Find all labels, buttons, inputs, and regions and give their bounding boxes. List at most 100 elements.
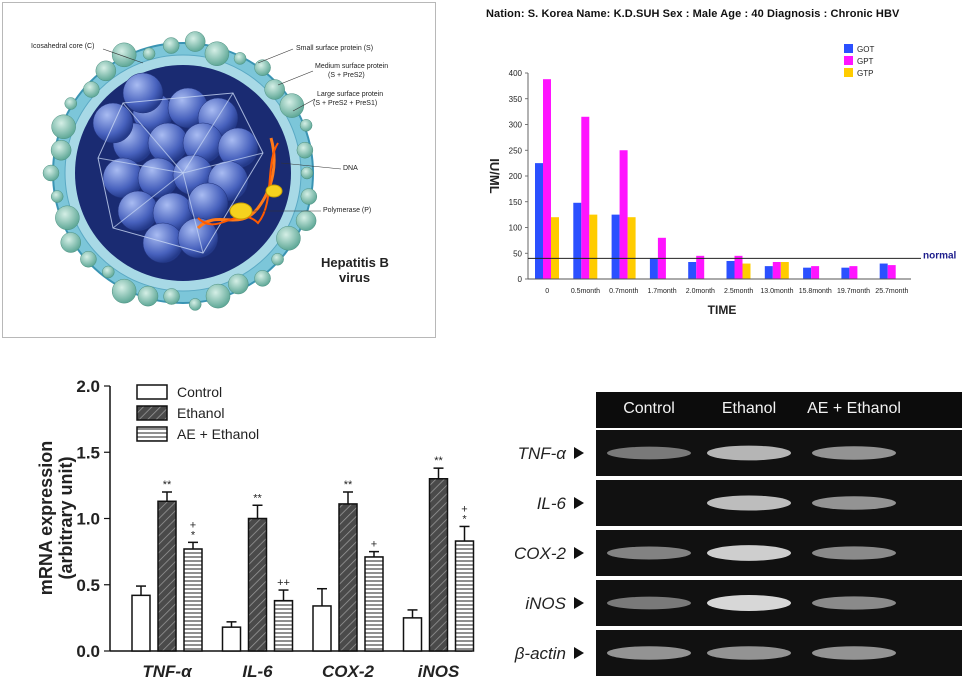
gel-band-2-1 (707, 545, 791, 561)
gel-band-1-2 (812, 496, 896, 510)
gel-band-1-1 (707, 495, 791, 511)
mrna-significance-mark: + (461, 503, 467, 515)
liver-bar-gpt-1 (581, 116, 590, 280)
liver-xtick-label-0: 0 (545, 288, 549, 295)
mrna-significance-mark: ++ (277, 577, 290, 589)
gel-band-3-0 (607, 596, 691, 610)
liver-bar-got-5 (726, 260, 735, 279)
gel-column-label-2: AE + Ethanol (807, 400, 901, 417)
liver-bar-gpt-0 (543, 79, 551, 280)
mrna-significance-mark: ** (163, 479, 172, 491)
liver-bar-gpt-2 (619, 150, 628, 279)
liver-bar-got-3 (649, 258, 658, 279)
liver-xtick-label-6: 13.0month (760, 288, 793, 295)
mrna-legend-label-0: Control (177, 384, 222, 400)
liver-xtick-label-1: 0.5month (571, 288, 600, 295)
mrna-legend-label-2: AE + Ethanol (177, 426, 259, 442)
gel-row-label-4: β-actin (514, 644, 566, 663)
liver-bar-got-8 (841, 267, 850, 279)
mrna-significance-mark: * (462, 513, 467, 525)
patient-info: Nation: S. Korea Name: K.D.SUH Sex : Mal… (486, 8, 900, 20)
liver-legend-swatch-1 (844, 56, 853, 65)
mrna-bar-1-3 (428, 478, 449, 652)
mrna-ytick-label-3: 1.5 (76, 443, 100, 462)
gel-band-0-2 (812, 446, 896, 460)
gel-band-4-2 (812, 646, 896, 660)
liver-legend-label-1: GPT (857, 57, 874, 66)
gel-band-4-1 (707, 646, 791, 660)
mrna-bar-1-2 (338, 503, 358, 652)
liver-legend-label-0: GOT (857, 45, 874, 54)
polymerase-label: Polymerase (P) (323, 207, 372, 214)
dna-label: DNA (343, 165, 358, 172)
gel-band-2-0 (607, 546, 691, 560)
mrna-legend-swatch-0 (136, 384, 168, 400)
liver-xtick-label-9: 25.7month (875, 288, 908, 295)
hbv-virus-illustration (42, 31, 342, 311)
large-protein-label: Large surface protein (317, 91, 384, 98)
liver-bar-got-1 (573, 202, 582, 279)
liver-bar-got-4 (688, 262, 697, 279)
gel-band-3-1 (707, 595, 791, 611)
liver-bar-gpt-9 (887, 265, 896, 279)
gel-row-label-3: iNOS (525, 594, 566, 613)
liver-ytick-label-0: 0 (518, 275, 523, 284)
liver-ytick-label-4: 200 (509, 172, 523, 181)
mrna-bar-2-2 (364, 556, 384, 652)
liver-bar-gtp-0 (551, 217, 559, 279)
liver-ytick-label-3: 150 (509, 198, 523, 207)
mrna-legend-swatch-1 (136, 405, 168, 421)
medium-protein-label: Medium surface protein (315, 63, 389, 70)
liver-legend-swatch-0 (844, 44, 853, 53)
mrna-significance-mark: ** (344, 479, 353, 491)
row-arrow-icon (574, 597, 584, 609)
liver-xtick-label-8: 19.7month (837, 288, 870, 295)
polymerase-blob (229, 202, 253, 220)
liver-bar-gpt-6 (772, 262, 781, 279)
mrna-expression-panel: 0.0 0.5 1.0 1.5 2.0 mRNA expression(arbitrary… (20, 360, 480, 684)
liver-ytick-label-7: 350 (509, 95, 523, 104)
liver-bar-gtp-2 (627, 217, 636, 279)
liver-xlabel: TIME (708, 303, 737, 317)
row-arrow-icon (574, 497, 584, 509)
mrna-significance-mark: + (190, 519, 196, 531)
small-protein-label: Small surface protein (S) (296, 45, 374, 52)
liver-xtick-label-2: 0.7month (609, 288, 638, 295)
gel-row-label-0: TNF-α (518, 444, 568, 463)
mrna-bar-1-0 (157, 500, 177, 652)
gel-electrophoresis-panel: Control Ethanol AE + Ethanol TNF-α IL-6 COX-2… (500, 380, 964, 684)
liver-ytick-label-1: 50 (513, 249, 522, 258)
liver-ytick-label-8: 400 (509, 69, 523, 78)
mrna-bar-0-0 (131, 594, 151, 652)
liver-ytick-label-2: 100 (509, 224, 523, 233)
mrna-ytick-label-1: 0.5 (76, 576, 100, 595)
liver-xtick-label-4: 2.0month (686, 288, 715, 295)
liver-enzyme-panel: Nation: S. Korea Name: K.D.SUH Sex : Mal… (476, 0, 964, 330)
gel-band-4-0 (607, 646, 691, 660)
gel-image: Control Ethanol AE + Ethanol TNF-α IL-6 COX-2… (514, 392, 962, 676)
gel-row-label-1: IL-6 (537, 494, 567, 513)
gel-band-0-0 (607, 446, 691, 460)
gel-band-0-1 (707, 445, 791, 461)
liver-bar-gpt-4 (696, 255, 705, 279)
liver-bar-got-2 (611, 214, 620, 279)
liver-ytick-label-6: 300 (509, 121, 523, 130)
liver-bar-got-0 (535, 163, 543, 279)
liver-bar-gpt-5 (734, 255, 743, 279)
mrna-bar-0-3 (402, 617, 423, 652)
liver-bar-gpt-7 (811, 266, 820, 279)
liver-legend-swatch-2 (844, 68, 853, 77)
gel-header-band (596, 392, 962, 428)
liver-bar-gtp-6 (780, 262, 789, 279)
mrna-bar-2-3 (454, 540, 475, 652)
mrna-bar-1-1 (247, 517, 268, 652)
row-arrow-icon (574, 447, 584, 459)
mrna-significance-mark: ** (253, 492, 262, 504)
liver-bar-gtp-5 (742, 263, 751, 279)
mrna-ylabel: mRNA expression(arbitrary unit) (36, 441, 76, 595)
row-arrow-icon (574, 547, 584, 559)
liver-bar-got-9 (879, 263, 888, 279)
mrna-significance-mark: ** (434, 455, 443, 467)
medium-protein-sub-label: (S + PreS2) (328, 72, 365, 79)
large-protein-sub-label: (S + PreS2 + PreS1) (313, 100, 378, 107)
